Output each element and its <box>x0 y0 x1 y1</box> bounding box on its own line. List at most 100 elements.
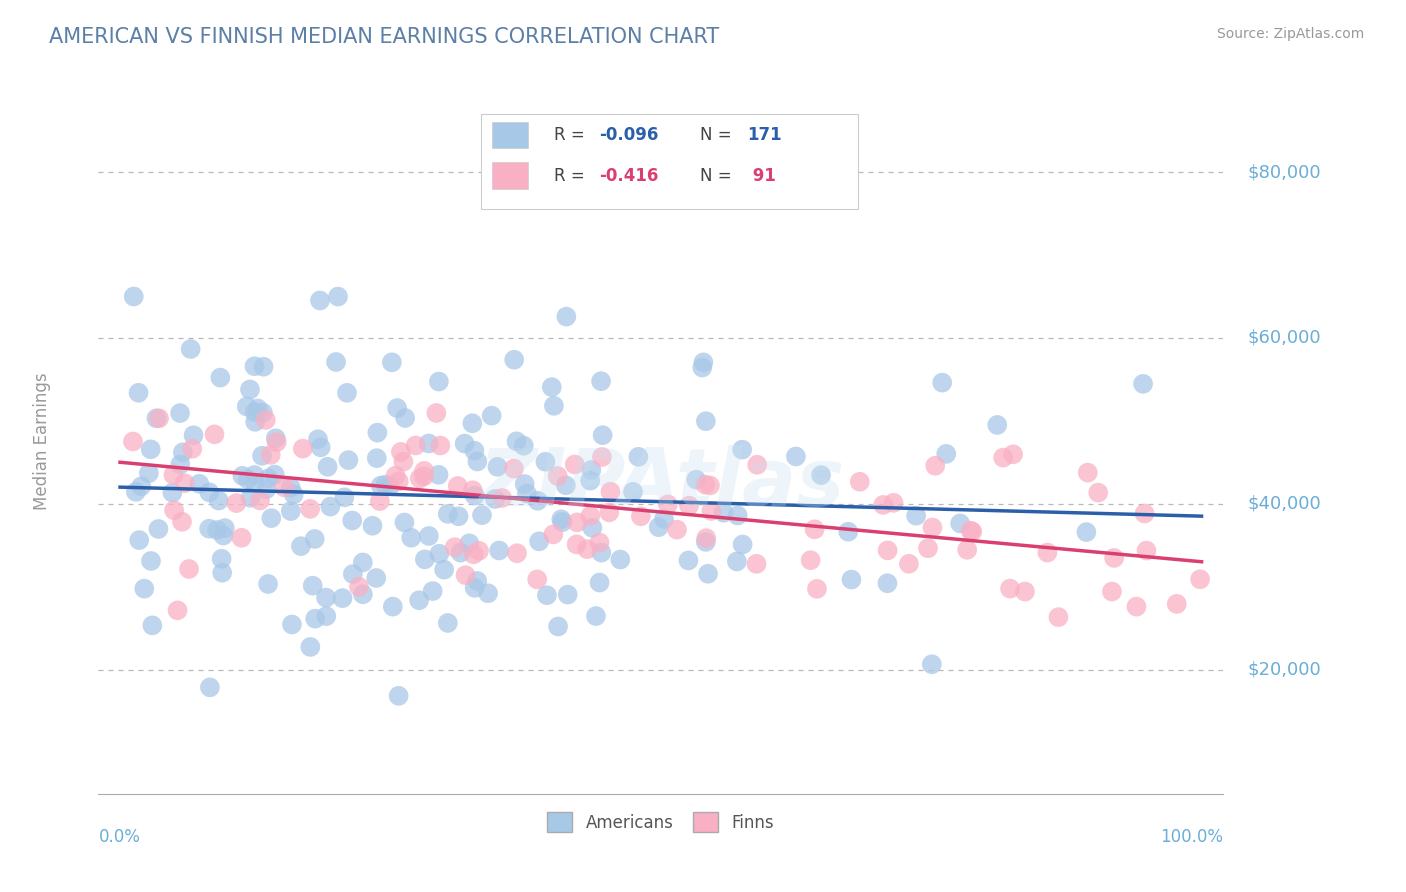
Point <box>630 509 652 524</box>
Point <box>488 543 510 558</box>
Point <box>1076 525 1098 540</box>
Point <box>837 524 859 539</box>
Point <box>299 501 322 516</box>
Point <box>198 681 221 695</box>
Point <box>447 479 470 493</box>
Point <box>128 533 150 548</box>
Point <box>464 581 486 595</box>
Point <box>122 434 145 449</box>
Point <box>526 493 548 508</box>
Point <box>1166 597 1188 611</box>
Point <box>301 579 323 593</box>
Point <box>690 360 713 375</box>
Point <box>576 542 599 557</box>
Point <box>468 543 491 558</box>
Point <box>516 486 538 500</box>
Point <box>388 689 411 703</box>
Point <box>591 450 613 464</box>
Point <box>337 453 360 467</box>
Point <box>695 477 717 491</box>
Point <box>810 468 832 483</box>
Point <box>307 432 329 446</box>
Point <box>695 414 717 428</box>
Text: N =: N = <box>700 126 737 144</box>
Point <box>453 436 475 450</box>
Point <box>148 522 170 536</box>
Point <box>931 376 953 390</box>
Point <box>205 523 228 537</box>
Point <box>477 586 499 600</box>
Point <box>425 406 447 420</box>
Point <box>198 485 221 500</box>
Point <box>550 512 572 526</box>
Point <box>162 467 184 482</box>
Text: ZIPAtlas: ZIPAtlas <box>478 445 844 523</box>
Point <box>695 534 717 549</box>
Point <box>429 438 451 452</box>
Point <box>692 355 714 369</box>
Point <box>257 471 280 485</box>
Point <box>273 480 295 494</box>
Point <box>1189 572 1212 586</box>
Point <box>254 482 277 496</box>
Point <box>304 532 326 546</box>
Point <box>1102 550 1125 565</box>
FancyBboxPatch shape <box>481 114 858 209</box>
Point <box>347 580 370 594</box>
Point <box>585 609 607 624</box>
Point <box>700 504 723 518</box>
Point <box>214 521 236 535</box>
Point <box>243 468 266 483</box>
Point <box>173 476 195 491</box>
Point <box>695 531 717 545</box>
Point <box>139 554 162 568</box>
Point <box>384 468 406 483</box>
Point <box>122 289 145 303</box>
Point <box>503 461 526 475</box>
Point <box>503 352 526 367</box>
Point <box>581 463 603 477</box>
Point <box>447 509 470 524</box>
Point <box>526 573 548 587</box>
Point <box>565 516 588 530</box>
Point <box>436 615 458 630</box>
Point <box>463 547 485 561</box>
Point <box>304 612 326 626</box>
Point <box>326 289 349 303</box>
Point <box>211 566 233 580</box>
Legend: Americans, Finns: Americans, Finns <box>540 805 782 838</box>
Point <box>170 515 193 529</box>
Point <box>551 515 574 529</box>
Point <box>427 375 450 389</box>
Point <box>266 435 288 450</box>
Point <box>381 599 404 614</box>
Point <box>905 508 928 523</box>
Point <box>389 445 412 459</box>
Point <box>883 496 905 510</box>
Point <box>422 584 444 599</box>
Point <box>239 383 262 397</box>
Point <box>505 434 527 449</box>
Point <box>392 455 415 469</box>
Point <box>236 472 259 486</box>
Point <box>172 445 194 459</box>
Point <box>134 582 156 596</box>
Point <box>924 458 946 473</box>
Point <box>163 503 186 517</box>
Point <box>678 553 700 567</box>
Point <box>956 542 979 557</box>
Point <box>536 588 558 602</box>
Point <box>461 483 484 498</box>
Point <box>461 417 484 431</box>
Point <box>180 342 202 356</box>
Point <box>309 293 332 308</box>
Point <box>727 508 749 523</box>
Point <box>747 458 769 472</box>
Point <box>697 566 720 581</box>
Point <box>599 484 621 499</box>
Text: Median Earnings: Median Earnings <box>34 373 51 510</box>
Point <box>513 477 536 491</box>
Point <box>198 522 221 536</box>
Point <box>627 450 650 464</box>
Point <box>280 504 302 518</box>
